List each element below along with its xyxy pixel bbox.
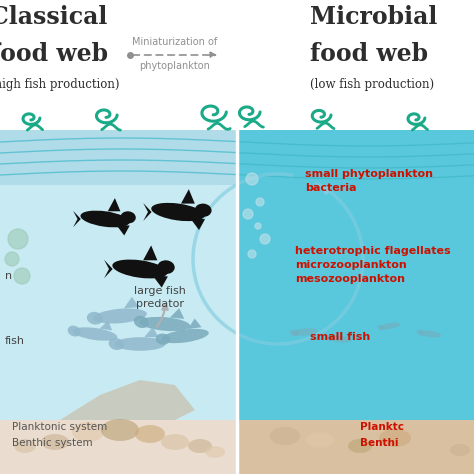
Ellipse shape [242, 436, 268, 452]
Polygon shape [170, 308, 184, 319]
Ellipse shape [292, 328, 318, 336]
Ellipse shape [41, 434, 69, 450]
Text: Microbial: Microbial [310, 5, 438, 29]
Text: food web: food web [0, 42, 108, 66]
Polygon shape [190, 218, 205, 230]
Text: small fish: small fish [310, 332, 370, 342]
Ellipse shape [68, 326, 81, 337]
Polygon shape [100, 321, 112, 330]
Ellipse shape [417, 329, 424, 336]
Polygon shape [143, 246, 157, 260]
Circle shape [5, 252, 19, 266]
Circle shape [8, 229, 28, 249]
Ellipse shape [188, 439, 212, 453]
Ellipse shape [205, 446, 225, 458]
Circle shape [246, 173, 258, 185]
Text: food web: food web [310, 42, 428, 66]
Ellipse shape [81, 210, 129, 228]
Ellipse shape [161, 329, 209, 343]
Polygon shape [108, 198, 120, 211]
Ellipse shape [72, 422, 104, 442]
Text: Benthi: Benthi [360, 438, 399, 448]
Circle shape [14, 268, 30, 284]
Polygon shape [124, 297, 139, 309]
Ellipse shape [135, 425, 165, 443]
Ellipse shape [328, 336, 352, 343]
Ellipse shape [306, 432, 334, 448]
Ellipse shape [93, 309, 147, 324]
Circle shape [255, 223, 261, 229]
Text: (low fish production): (low fish production) [310, 78, 434, 91]
Ellipse shape [112, 260, 168, 278]
Ellipse shape [155, 334, 170, 345]
Ellipse shape [115, 337, 165, 351]
Ellipse shape [14, 439, 36, 453]
Ellipse shape [450, 444, 470, 456]
Ellipse shape [290, 330, 299, 336]
Text: Planktonic system: Planktonic system [12, 422, 107, 432]
Text: Miniaturization of: Miniaturization of [132, 37, 218, 47]
Bar [237, 130, 474, 185]
Bar [0, 130, 237, 420]
Bar [0, 420, 237, 474]
Ellipse shape [326, 335, 334, 341]
Ellipse shape [139, 317, 191, 331]
Ellipse shape [120, 211, 136, 223]
Text: heterotrophic flagellates
microzooplankton
mesozooplankton: heterotrophic flagellates microzooplankt… [295, 246, 451, 284]
Circle shape [260, 234, 270, 244]
Ellipse shape [419, 439, 441, 453]
Ellipse shape [348, 439, 372, 453]
Ellipse shape [73, 327, 117, 341]
Ellipse shape [151, 203, 205, 221]
Text: Classical: Classical [0, 5, 108, 29]
Ellipse shape [101, 419, 139, 441]
Polygon shape [104, 260, 113, 278]
Bar [0, 0, 474, 130]
Bar [237, 420, 474, 474]
Ellipse shape [379, 429, 411, 447]
Text: small phytoplankton
bacteria: small phytoplankton bacteria [305, 169, 433, 193]
Polygon shape [116, 225, 130, 236]
Ellipse shape [109, 338, 124, 350]
Text: (high fish production): (high fish production) [0, 78, 119, 91]
Polygon shape [188, 319, 201, 329]
Ellipse shape [380, 322, 401, 329]
Ellipse shape [270, 427, 300, 445]
Text: n: n [5, 271, 12, 281]
Ellipse shape [157, 260, 175, 274]
Bar [237, 130, 474, 420]
Polygon shape [153, 275, 168, 288]
Ellipse shape [195, 204, 211, 217]
Ellipse shape [161, 434, 189, 450]
Text: large fish
predator: large fish predator [134, 286, 186, 309]
Circle shape [256, 198, 264, 206]
Ellipse shape [377, 325, 385, 330]
Polygon shape [143, 203, 152, 221]
Text: Benthic system: Benthic system [12, 438, 92, 448]
Polygon shape [73, 211, 81, 227]
Bar [0, 130, 237, 185]
Polygon shape [60, 380, 195, 420]
Polygon shape [144, 327, 159, 337]
Text: Planktc: Planktc [360, 422, 404, 432]
Ellipse shape [134, 316, 149, 328]
Text: fish: fish [5, 336, 25, 346]
Text: phytoplankton: phytoplankton [139, 61, 210, 71]
Circle shape [248, 250, 256, 258]
Circle shape [243, 209, 253, 219]
Polygon shape [181, 189, 195, 204]
Ellipse shape [87, 312, 103, 325]
Ellipse shape [419, 330, 441, 337]
